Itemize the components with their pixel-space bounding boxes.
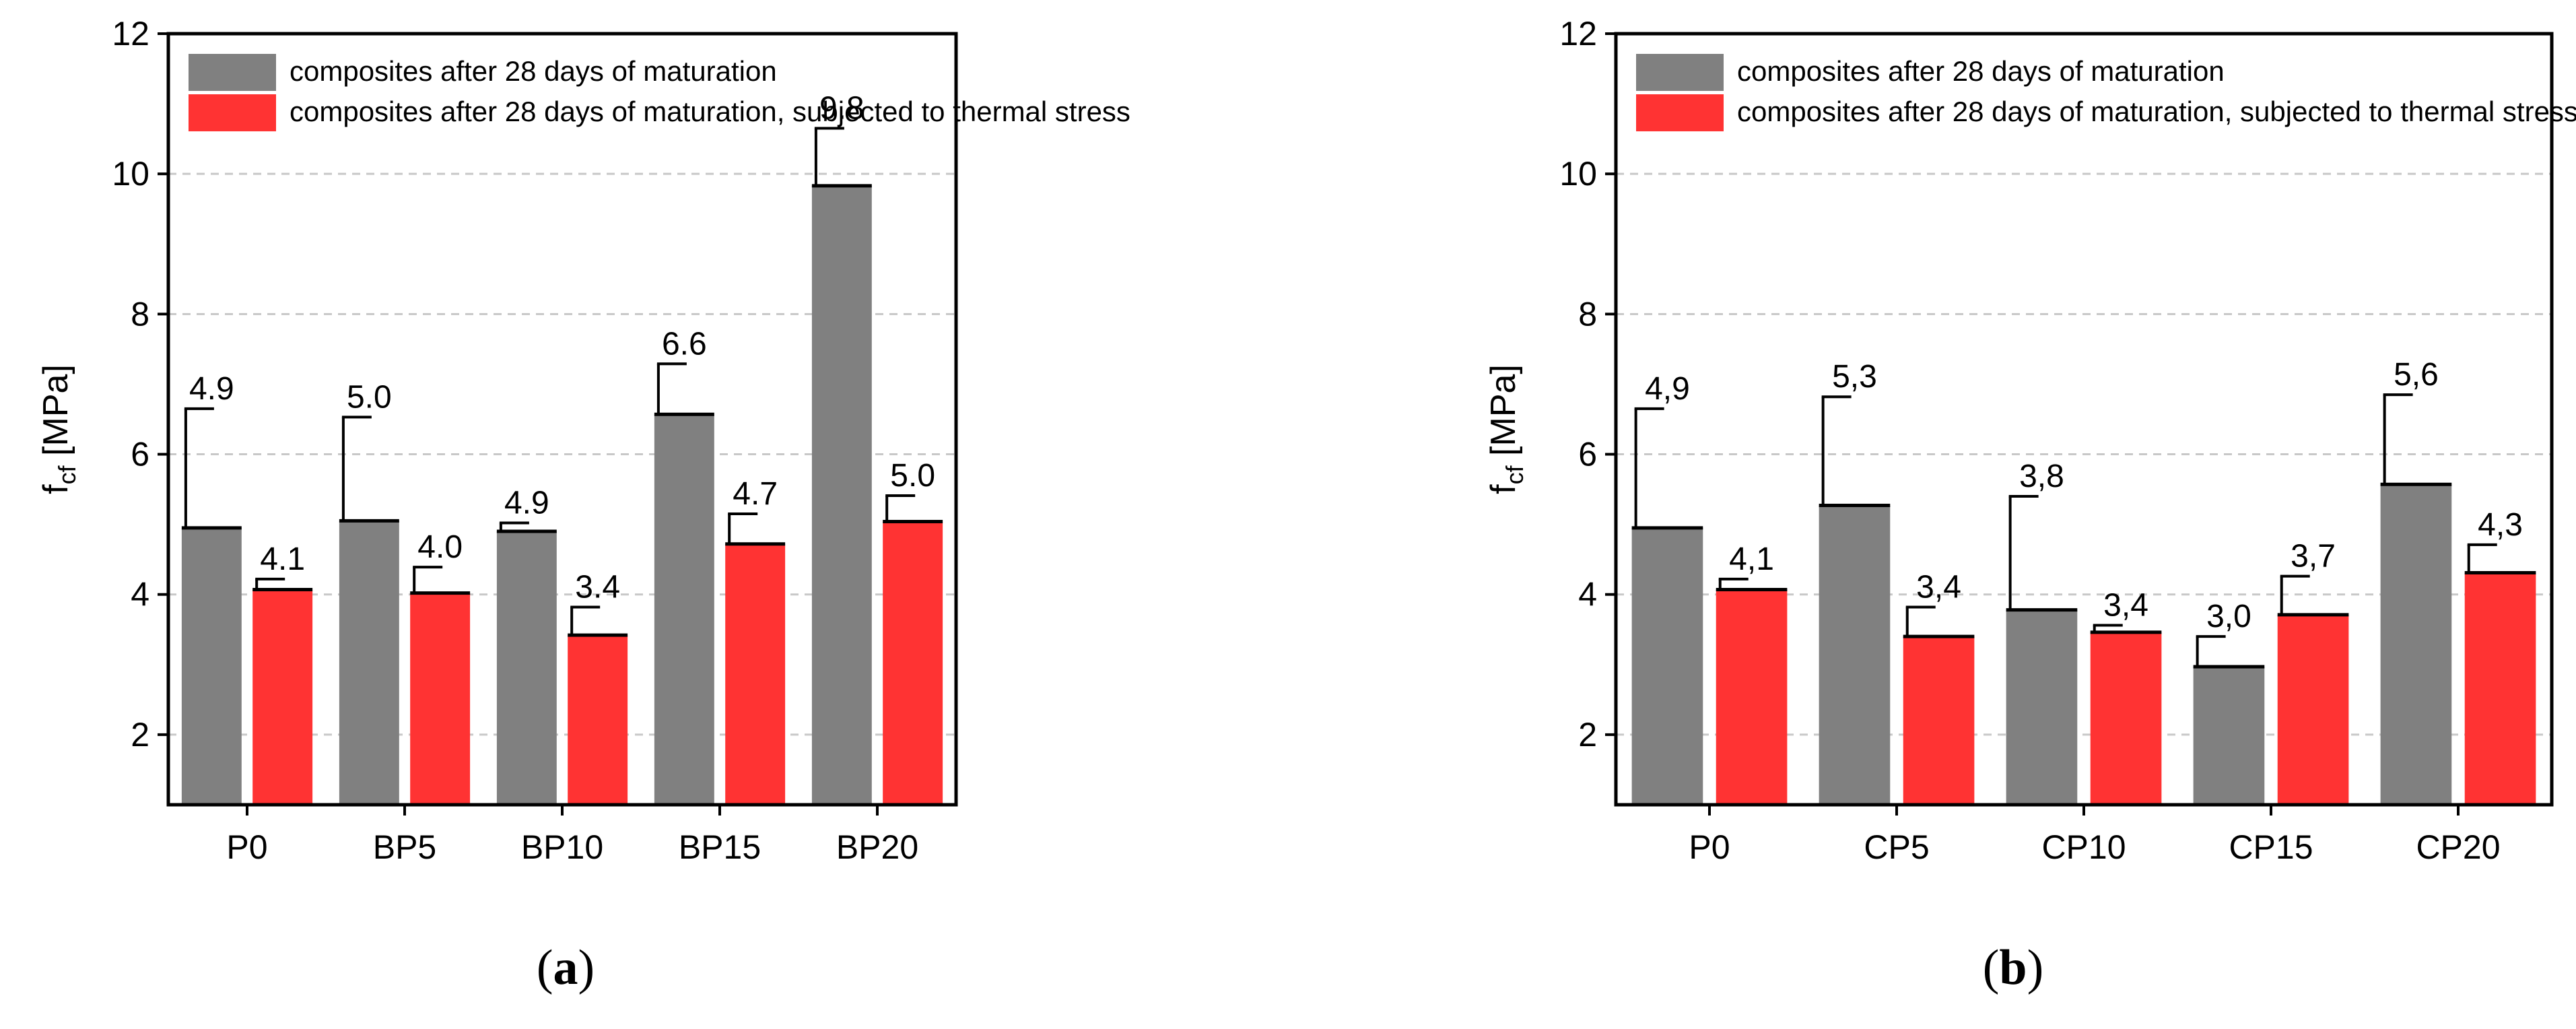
data-label: 4,9 xyxy=(1645,371,1690,407)
bar-matured-BP20 xyxy=(811,185,872,805)
y-axis-label-sub: cf xyxy=(53,465,81,484)
y-tick-label: 6 xyxy=(131,436,149,473)
y-axis-label-sub: cf xyxy=(1501,465,1528,484)
data-label: 4.9 xyxy=(189,371,234,407)
data-label: 3.4 xyxy=(575,569,620,605)
y-axis-label-unit: [MPa] xyxy=(36,364,75,465)
bar-thermal-BP15 xyxy=(725,543,786,805)
x-tick-label: CP5 xyxy=(1864,828,1929,866)
x-tick-label: BP15 xyxy=(679,828,761,866)
y-tick-label: 8 xyxy=(1578,295,1597,333)
x-tick-label: CP10 xyxy=(2041,828,2126,866)
caption-a: (a) xyxy=(536,940,595,995)
bar-matured-P0 xyxy=(181,527,242,805)
data-label: 5,6 xyxy=(2394,357,2439,393)
bar-thermal-BP20 xyxy=(883,521,943,805)
bar-matured-P0 xyxy=(1631,527,1703,805)
data-label: 3,8 xyxy=(2019,459,2064,494)
data-label: 4.1 xyxy=(260,541,305,577)
data-label: 3,0 xyxy=(2206,599,2251,634)
caption-a-letter: a xyxy=(553,940,578,995)
legend-label: composites after 28 days of maturation, … xyxy=(290,96,1130,127)
legend-swatch xyxy=(189,54,276,91)
legend-label: composites after 28 days of maturation xyxy=(290,55,777,87)
bar-matured-CP15 xyxy=(2193,666,2265,805)
caption-b-letter: b xyxy=(1999,940,2027,995)
bar-matured-BP10 xyxy=(496,531,557,805)
y-axis-label-unit: [MPa] xyxy=(1484,364,1523,465)
y-axis-label-main: f xyxy=(36,484,75,494)
bar-thermal-P0 xyxy=(252,589,313,805)
y-tick-label: 12 xyxy=(1559,15,1597,53)
y-tick-label: 2 xyxy=(131,716,149,754)
x-tick-label: CP20 xyxy=(2416,828,2500,866)
x-tick-label: BP20 xyxy=(836,828,918,866)
data-label: 5.0 xyxy=(347,379,392,415)
data-label: 5.0 xyxy=(890,458,935,494)
y-axis-label: fcf [MPa] xyxy=(36,364,81,494)
bar-thermal-CP10 xyxy=(2090,632,2162,805)
data-label: 3,7 xyxy=(2291,539,2336,574)
data-label: 9.8 xyxy=(819,91,865,127)
bar-thermal-P0 xyxy=(1716,589,1788,805)
y-axis-label-main: f xyxy=(1484,484,1523,494)
legend-swatch xyxy=(189,94,276,131)
y-tick-label: 12 xyxy=(112,15,149,53)
x-tick-label: BP5 xyxy=(373,828,437,866)
legend-label: composites after 28 days of maturation xyxy=(1737,55,2225,87)
data-label: 4,1 xyxy=(1729,541,1774,577)
data-label: 4.9 xyxy=(504,486,549,521)
caption-b: (b) xyxy=(1982,940,2044,995)
data-label: 4.7 xyxy=(733,476,778,512)
bar-thermal-CP20 xyxy=(2464,572,2536,805)
data-label: 4,3 xyxy=(2478,507,2523,543)
bar-matured-CP10 xyxy=(2006,609,2078,805)
x-tick-label: P0 xyxy=(226,828,267,866)
data-label: 3,4 xyxy=(2103,588,2148,624)
y-tick-label: 4 xyxy=(1578,576,1597,613)
chart-panel-a: 4.9 4.1 P0 5.0 4.0 BP5 4.9 3.4 BP10 6.6 4.7 BP15 9.8… xyxy=(36,15,1130,866)
bar-matured-CP20 xyxy=(2380,484,2452,805)
data-label: 3,4 xyxy=(1916,569,1961,605)
y-tick-label: 10 xyxy=(112,155,149,193)
x-tick-label: BP10 xyxy=(521,828,603,866)
legend-swatch xyxy=(1636,94,1724,131)
bar-matured-BP15 xyxy=(654,414,714,805)
y-tick-label: 10 xyxy=(1559,155,1597,193)
x-tick-label: P0 xyxy=(1689,828,1730,866)
y-axis-label: fcf [MPa] xyxy=(1484,364,1528,494)
x-tick-label: CP15 xyxy=(2229,828,2313,866)
bar-matured-BP5 xyxy=(339,521,399,805)
plot-frame xyxy=(166,32,958,807)
plot-frame xyxy=(1614,32,2554,807)
chart-panel-b: 4,9 4,1 P0 5,3 3,4 CP5 3,8 3,4 CP10 3,0 3,7 CP15 5,6… xyxy=(1484,15,2576,866)
bar-matured-CP5 xyxy=(1819,505,1891,805)
data-label: 6.6 xyxy=(662,326,707,362)
legend-swatch xyxy=(1636,54,1724,91)
data-label: 5,3 xyxy=(1832,359,1877,395)
bar-thermal-BP10 xyxy=(568,635,628,805)
y-tick-label: 8 xyxy=(131,295,149,333)
legend-label: composites after 28 days of maturation, … xyxy=(1737,96,2576,127)
y-tick-label: 4 xyxy=(131,576,149,613)
bar-thermal-CP15 xyxy=(2277,614,2349,805)
y-tick-label: 6 xyxy=(1578,436,1597,473)
data-label: 4.0 xyxy=(417,529,463,565)
y-tick-label: 2 xyxy=(1578,716,1597,754)
bar-thermal-CP5 xyxy=(1903,636,1975,805)
bar-thermal-BP5 xyxy=(410,593,471,805)
